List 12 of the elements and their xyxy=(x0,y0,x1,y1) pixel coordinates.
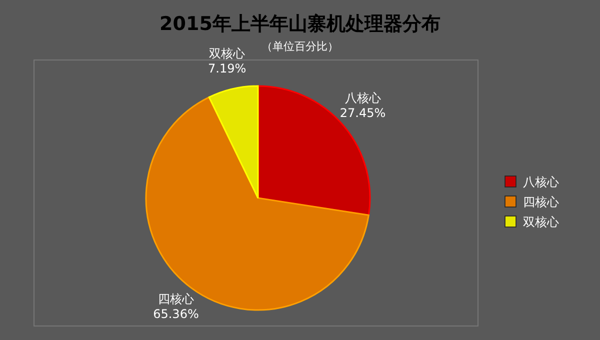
chart-subtitle: （单位百分比） xyxy=(262,40,338,53)
slice-label: 四核心 xyxy=(158,292,194,306)
data-label: 7.19% xyxy=(208,62,246,76)
legend-label: 双核心 xyxy=(523,215,559,229)
legend-label: 四核心 xyxy=(523,195,559,209)
chart-title: 2015年上半年山寨机处理器分布 xyxy=(160,13,440,35)
pie-slice xyxy=(208,85,259,199)
legend-label: 八核心 xyxy=(523,175,559,189)
slice-label: 八核心 xyxy=(344,91,381,106)
data-label: 65.36% xyxy=(153,306,199,321)
slice-label: 双核心 xyxy=(209,46,246,61)
data-label: 27.45% xyxy=(340,106,386,120)
